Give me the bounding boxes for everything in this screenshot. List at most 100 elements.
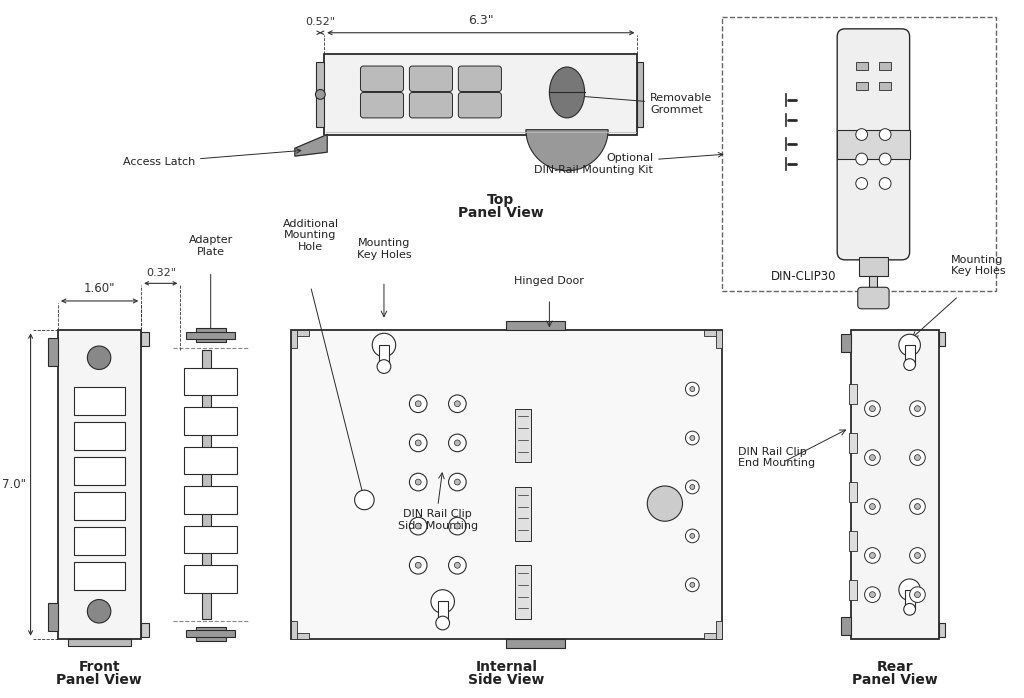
Bar [184,368,238,395]
Text: Front: Front [78,660,120,674]
Polygon shape [295,135,328,156]
Bar [515,487,530,541]
Circle shape [377,359,391,373]
Bar [196,627,226,641]
Circle shape [880,153,891,165]
Circle shape [904,604,915,615]
Bar [184,487,238,514]
FancyBboxPatch shape [360,66,403,91]
Circle shape [416,401,421,407]
Text: Mounting
Key Holes: Mounting Key Holes [950,255,1006,276]
Bar [515,565,530,619]
Bar [74,492,125,520]
Circle shape [431,590,455,614]
Bar [722,17,995,291]
Circle shape [416,479,421,485]
Bar [838,130,909,159]
Circle shape [864,587,881,602]
Circle shape [880,128,891,140]
Circle shape [449,395,466,413]
Bar [379,345,389,366]
Circle shape [436,616,450,630]
Circle shape [869,592,876,597]
Circle shape [909,450,926,466]
Circle shape [685,529,699,543]
FancyBboxPatch shape [858,288,889,309]
Text: Top: Top [486,193,514,207]
Bar [851,330,939,639]
Circle shape [449,556,466,574]
FancyBboxPatch shape [360,92,403,118]
Bar [905,590,914,609]
Text: Internal: Internal [475,660,538,674]
Text: 0.52": 0.52" [305,17,335,27]
Text: Adapter
Plate: Adapter Plate [188,235,232,257]
Bar [141,623,150,637]
Text: Panel View: Panel View [458,206,544,220]
Circle shape [690,533,694,538]
Bar [716,621,722,639]
Bar [184,565,238,593]
Bar [880,62,891,70]
Bar [291,330,308,336]
Circle shape [909,587,926,602]
Circle shape [416,563,421,568]
FancyBboxPatch shape [459,66,502,91]
Circle shape [449,434,466,452]
Bar [48,604,58,631]
Bar [74,528,125,555]
Circle shape [914,406,921,412]
Circle shape [685,480,699,493]
Circle shape [856,128,867,140]
Circle shape [87,600,111,623]
Bar [202,350,211,619]
Text: Panel View: Panel View [852,673,938,687]
Circle shape [455,401,461,407]
Bar [74,422,125,450]
Circle shape [690,484,694,489]
Circle shape [372,333,395,357]
Circle shape [647,486,683,521]
Text: 0.32": 0.32" [145,269,176,279]
Bar [186,332,234,339]
Bar [880,82,891,89]
Bar [869,276,878,294]
Bar [859,257,888,276]
Bar [856,62,867,70]
Circle shape [869,406,876,412]
Bar [841,334,851,352]
Circle shape [685,578,699,592]
Bar [638,62,643,127]
Circle shape [909,498,926,514]
Circle shape [899,334,921,356]
Bar [196,328,226,342]
Text: 1.60": 1.60" [84,282,116,295]
Circle shape [690,436,694,440]
Circle shape [864,498,881,514]
Circle shape [455,563,461,568]
Text: Access Latch: Access Latch [123,149,301,167]
FancyBboxPatch shape [410,92,453,118]
Bar [905,345,914,364]
Circle shape [416,524,421,529]
Circle shape [690,387,694,392]
Circle shape [869,503,876,510]
Ellipse shape [550,67,585,118]
Bar [515,408,530,463]
Bar [184,407,238,435]
Bar [856,82,867,89]
Circle shape [449,517,466,535]
Bar [291,330,722,639]
Circle shape [864,401,881,417]
Text: DIN Rail Clip
End Mounting: DIN Rail Clip End Mounting [738,447,815,468]
Bar [438,602,447,623]
Bar [506,639,565,648]
Text: Mounting
Key Holes: Mounting Key Holes [356,238,412,260]
Circle shape [914,454,921,461]
Text: Rear: Rear [877,660,913,674]
Circle shape [410,434,427,452]
Text: Optional
DIN-Rail Mounting Kit: Optional DIN-Rail Mounting Kit [535,153,723,174]
Wedge shape [526,130,608,171]
Circle shape [455,524,461,529]
Circle shape [354,490,374,510]
